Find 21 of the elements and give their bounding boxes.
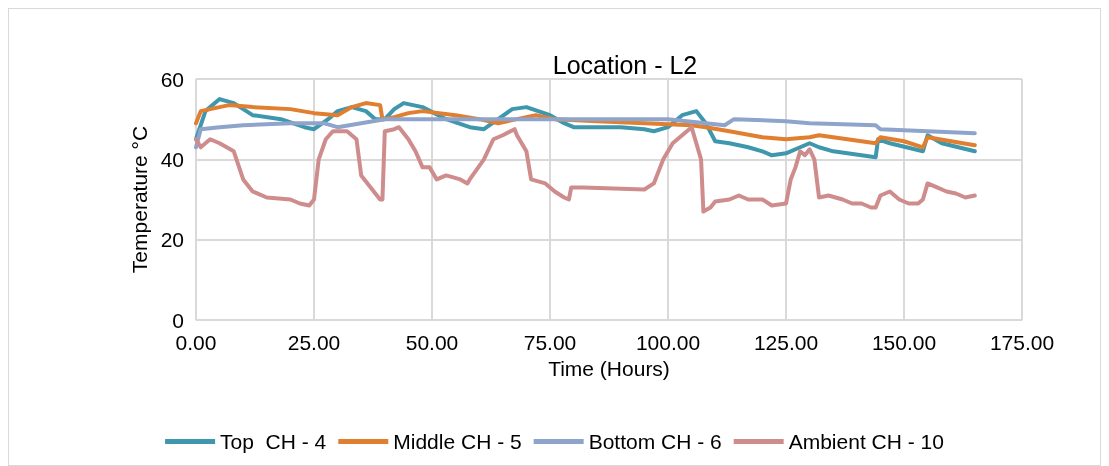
y-tick-label: 60 [160, 67, 184, 91]
x-tick-label: 75.00 [523, 331, 577, 354]
x-tick-label: 25.00 [287, 331, 341, 354]
legend-label: Middle CH - 5 [393, 430, 522, 453]
line-series [194, 125, 977, 214]
line-series [194, 117, 977, 150]
legend-label: Ambient CH - 10 [788, 430, 944, 453]
x-tick-label: 175.00 [989, 331, 1055, 354]
legend-label: Top CH - 4 [220, 430, 327, 453]
x-tick-label: 125.00 [753, 331, 819, 354]
y-tick-label: 40 [160, 147, 184, 171]
y-axis-title: Temperature °C [127, 125, 151, 274]
x-tick-label: 100.00 [635, 331, 701, 354]
x-tick-label: 150.00 [871, 331, 937, 354]
x-tick-label: 50.00 [405, 331, 459, 354]
y-tick-label: 0 [172, 308, 184, 332]
x-axis-title: Time (Hours) [548, 356, 670, 380]
y-tick-label: 20 [160, 228, 184, 252]
legend-label: Bottom CH - 6 [588, 430, 722, 453]
chart-title: Location - L2 [552, 50, 698, 79]
x-tick-label: 0.00 [175, 331, 217, 354]
